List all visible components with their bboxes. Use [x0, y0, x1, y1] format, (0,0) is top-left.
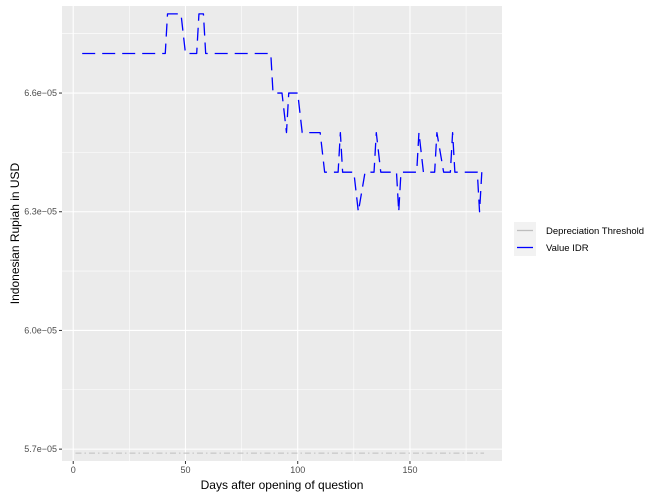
x-tick-label: 100 — [290, 465, 305, 475]
plot-panel — [62, 6, 502, 461]
y-tick-label: 5.7e−05 — [24, 444, 57, 454]
axis-ticks — [59, 92, 411, 464]
x-tick-label: 150 — [402, 465, 417, 475]
legend-label: Depreciation Threshold — [546, 226, 644, 237]
tick-labels: 0 50 100 150 5.7e−05 6.0e−05 6.3e−05 6.6e−05 — [24, 88, 417, 475]
y-tick-label: 6.3e−05 — [24, 207, 57, 217]
y-tick-label: 6.0e−05 — [24, 325, 57, 335]
legend: Depreciation Threshold Value IDR — [514, 222, 644, 256]
x-axis-title: Days after opening of question — [201, 478, 364, 492]
x-tick-label: 0 — [71, 465, 76, 475]
y-tick-label: 6.6e−05 — [24, 88, 57, 98]
grid-minor — [62, 6, 502, 461]
legend-label: Value IDR — [546, 243, 589, 254]
grid-major — [62, 6, 502, 461]
y-axis-title: Indonesian Rupiah in USD — [8, 162, 22, 304]
series-line-value-idr — [82, 13, 483, 213]
series-layer — [75, 13, 485, 454]
x-tick-label: 50 — [180, 465, 190, 475]
